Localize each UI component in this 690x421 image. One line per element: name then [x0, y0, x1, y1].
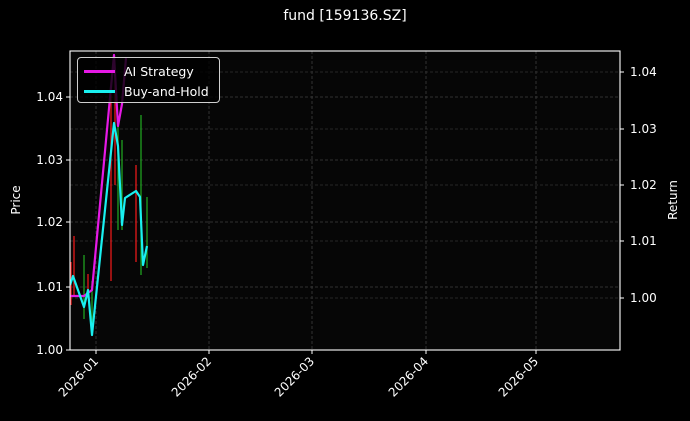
left-tick-label: 1.02 [36, 215, 63, 229]
x-tick-label: 2026-02 [169, 354, 214, 399]
right-tick-label: 1.03 [630, 122, 657, 136]
right-tick-label: 1.01 [630, 234, 657, 248]
right-axis-ticks [620, 71, 624, 299]
x-tick-label: 2026-04 [386, 354, 431, 399]
legend: AI Strategy Buy-and-Hold [77, 57, 220, 103]
left-tick-label: 1.03 [36, 153, 63, 167]
right-axis-label: Return [666, 180, 680, 220]
left-tick-label: 1.00 [36, 343, 63, 357]
left-axis-ticks [66, 96, 70, 351]
right-tick-label: 1.00 [630, 291, 657, 305]
ai-strategy-line [70, 53, 128, 298]
legend-swatch-magenta-icon [84, 69, 115, 73]
legend-label: Buy-and-Hold [124, 83, 209, 99]
legend-item-ai-strategy: AI Strategy [84, 61, 194, 81]
legend-item-buy-and-hold: Buy-and-Hold [84, 81, 209, 101]
right-tick-label: 1.02 [630, 178, 657, 192]
legend-swatch-cyan-icon [84, 89, 115, 93]
legend-label: AI Strategy [124, 63, 194, 79]
x-tick-label: 2026-03 [272, 354, 317, 399]
x-tick-label: 2026-01 [56, 354, 101, 399]
buy-and-hold-line [70, 121, 149, 337]
chart-title: fund [159136.SZ] [283, 8, 407, 24]
x-axis-ticks [95, 350, 537, 354]
x-tick-label: 2026-05 [496, 354, 541, 399]
left-axis-label: Price [9, 185, 23, 214]
left-tick-label: 1.04 [36, 90, 63, 104]
right-tick-label: 1.04 [630, 65, 657, 79]
left-tick-label: 1.01 [36, 280, 63, 294]
plot-frame [69, 50, 621, 351]
